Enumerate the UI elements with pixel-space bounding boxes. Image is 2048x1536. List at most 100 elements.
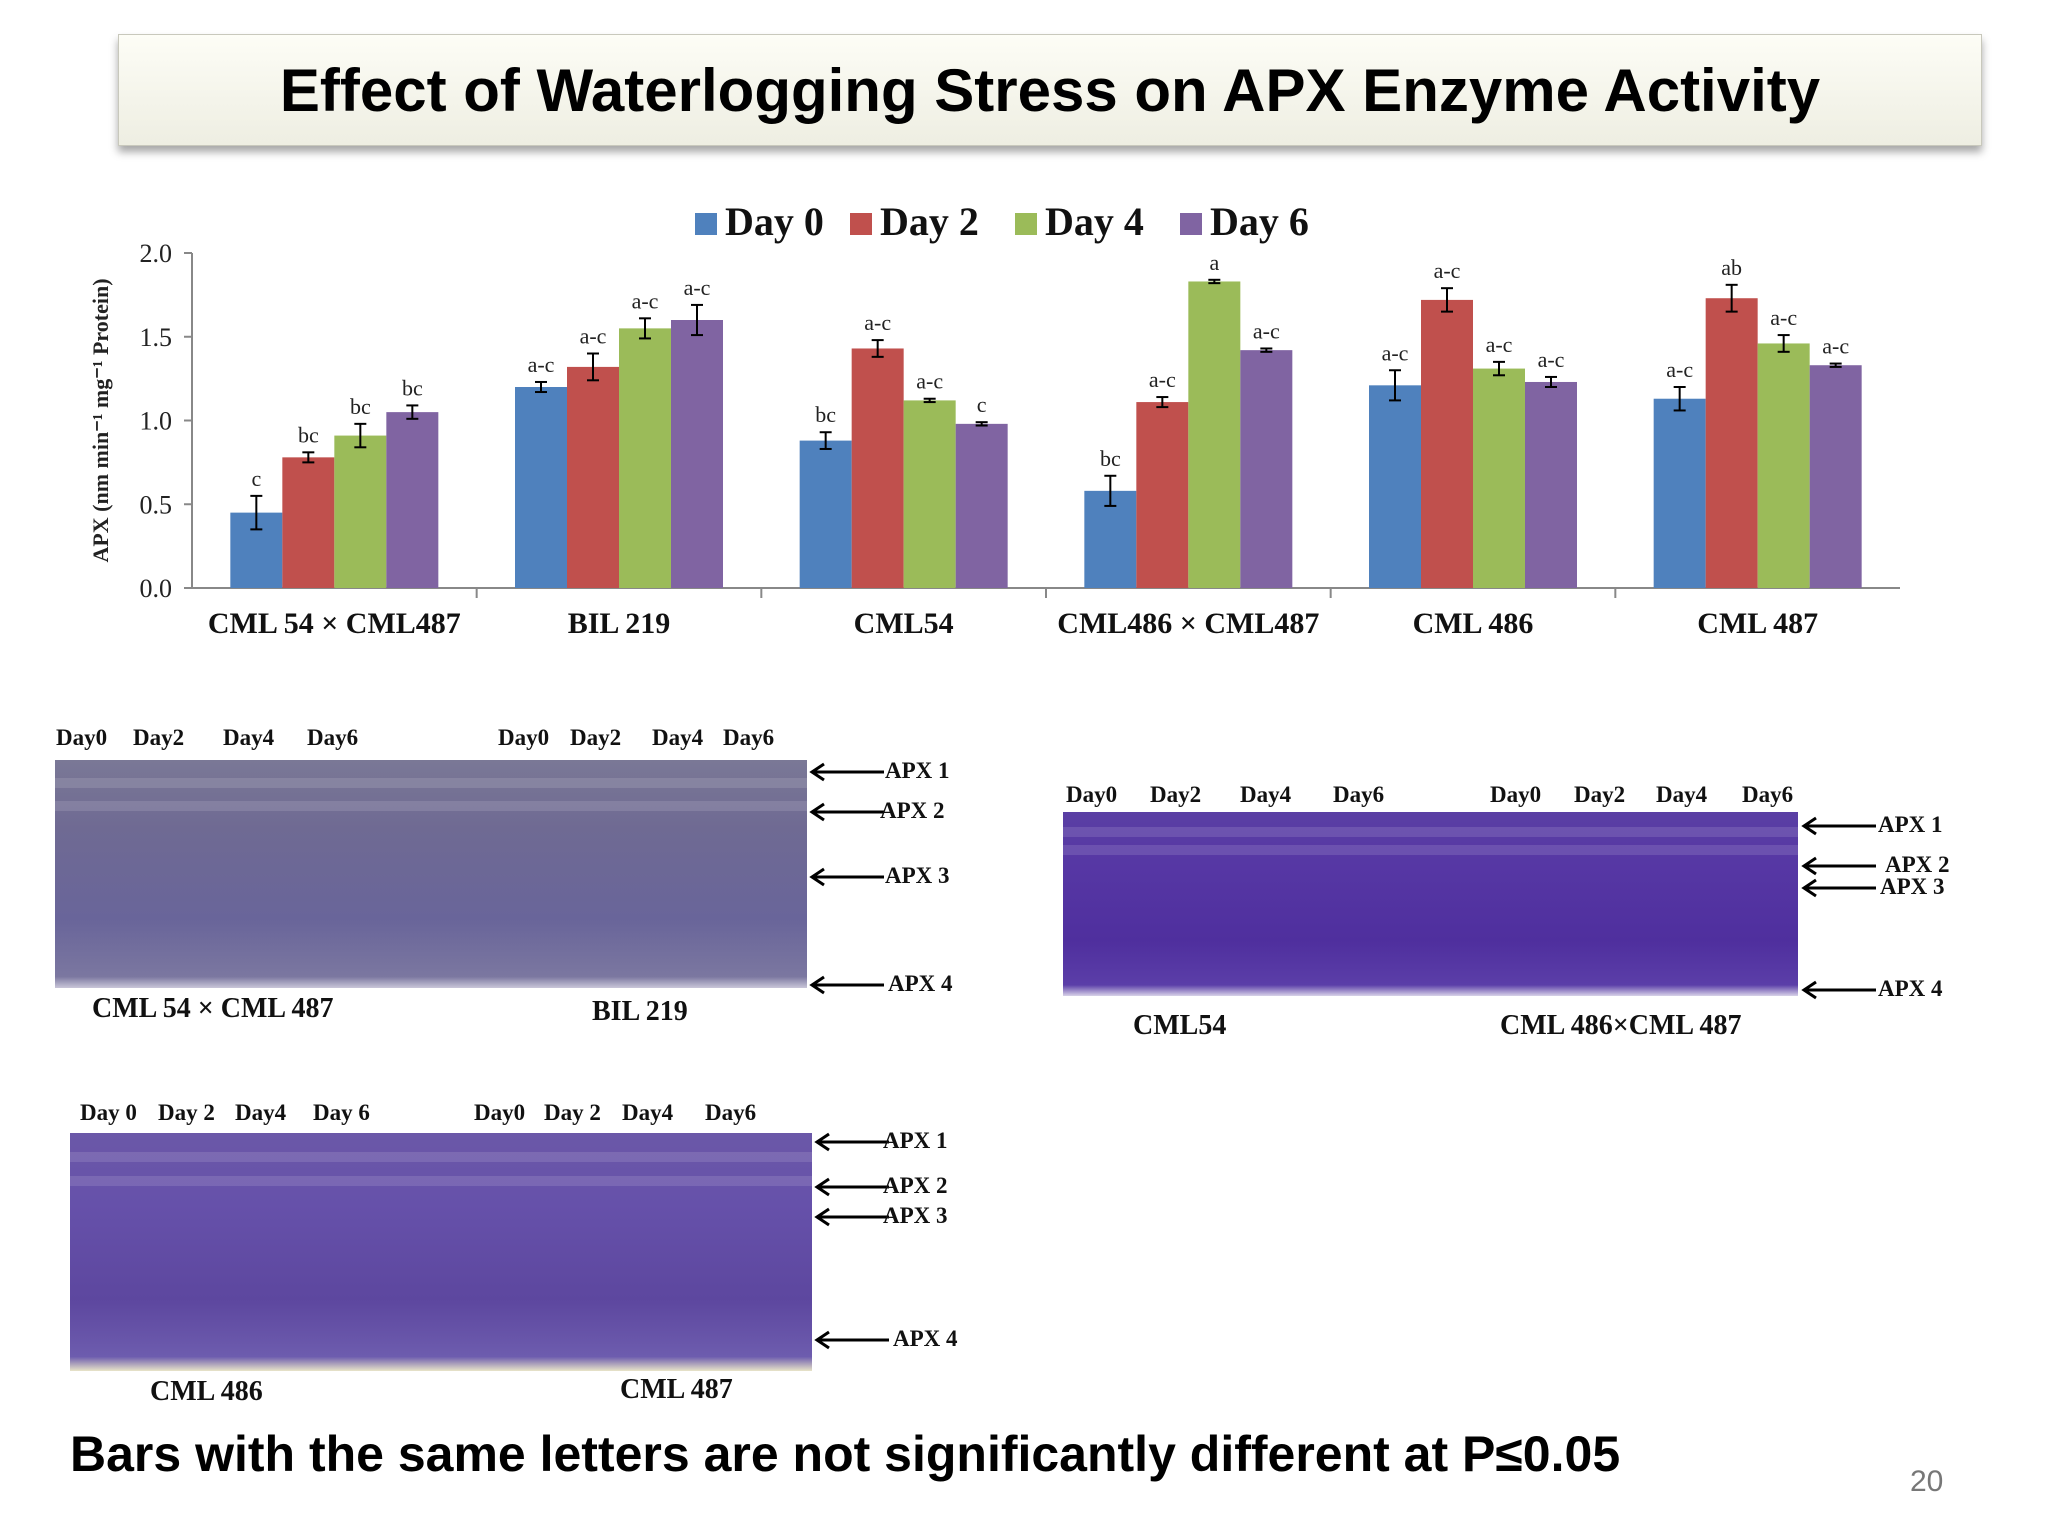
legend-swatch [1180, 213, 1202, 235]
significance-letter: a [1209, 250, 1219, 275]
gel-band [70, 1175, 812, 1186]
band-arrow-icon [1801, 816, 1876, 836]
significance-letter: ab [1721, 255, 1742, 280]
gel-band [70, 1152, 812, 1163]
gel-band [1063, 826, 1798, 837]
legend-swatch [695, 213, 717, 235]
gel-caption: CML54 [1133, 1010, 1227, 1041]
gel-band [55, 801, 807, 812]
band-label: APX 2 [880, 798, 945, 823]
lane-label: Day2 [1574, 782, 1626, 807]
gel-caption: CML 54 × CML 487 [92, 993, 334, 1024]
bar [1473, 368, 1525, 588]
band-label: APX 4 [893, 1326, 958, 1351]
gel-band [55, 778, 807, 789]
significance-letter: a-c [1666, 357, 1693, 382]
x-category-label: CML 54 × CML487 [208, 607, 461, 640]
bar [671, 320, 723, 588]
y-tick-label: 0.0 [140, 574, 173, 603]
bar [1369, 385, 1421, 588]
y-axis-label: APX (nm min⁻¹ mg⁻¹ Protein) [88, 278, 113, 562]
significance-letter: bc [815, 402, 836, 427]
band-label: APX 1 [883, 1128, 948, 1153]
significance-letter: a-c [1149, 367, 1176, 392]
x-category-label: CML54 [854, 607, 954, 640]
lane-label: Day6 [723, 725, 775, 750]
band-label: APX 4 [1878, 976, 1943, 1001]
y-tick-label: 1.5 [140, 323, 173, 352]
significance-letter: a-c [684, 275, 711, 300]
significance-letter: a-c [1434, 258, 1461, 283]
gel-band [1063, 845, 1798, 856]
gel-image [1063, 812, 1798, 996]
bar [619, 328, 671, 588]
legend-swatch [1015, 213, 1037, 235]
significance-letter: a-c [1486, 332, 1513, 357]
band-arrow-icon [814, 1132, 889, 1152]
legend-swatch [850, 213, 872, 235]
band-arrow-icon [809, 867, 884, 887]
legend-label: Day 4 [1045, 199, 1144, 244]
significance-letter: bc [350, 394, 371, 419]
significance-letter: a-c [1382, 340, 1409, 365]
significance-letter: a-c [1822, 334, 1849, 359]
page-number: 20 [1910, 1465, 1944, 1498]
significance-letter: c [251, 466, 261, 491]
significance-letter: a-c [1538, 347, 1565, 372]
significance-letter: a-c [916, 369, 943, 394]
significance-letter: a-c [1770, 305, 1797, 330]
significance-letter: bc [402, 375, 423, 400]
significance-letter: a-c [864, 310, 891, 335]
lane-label: Day 6 [313, 1100, 370, 1125]
lane-label: Day4 [652, 725, 704, 750]
band-arrow-icon [814, 1330, 889, 1350]
lane-label: Day0 [1066, 782, 1118, 807]
title-banner: Effect of Waterlogging Stress on APX Enz… [118, 34, 1982, 146]
bar [903, 400, 956, 588]
lane-label: Day4 [235, 1100, 287, 1125]
lane-label: Day 2 [544, 1100, 601, 1125]
lane-label: Day6 [307, 725, 359, 750]
lane-label: Day4 [622, 1100, 674, 1125]
gel-caption: CML 487 [620, 1374, 733, 1405]
apx-bar-chart: 0.0 0.5 1.0 1.5 2.0 APX (nm min⁻¹ mg⁻¹ Protei… [88, 199, 1900, 640]
bar [282, 457, 335, 588]
significance-letter: bc [1100, 446, 1121, 471]
bar [1240, 350, 1293, 588]
band-arrow-icon [809, 802, 884, 822]
bar [1705, 298, 1758, 588]
band-label: APX 2 [883, 1173, 948, 1198]
bar [851, 348, 904, 588]
legend-label: Day 2 [880, 199, 979, 244]
lane-label: Day0 [498, 725, 550, 750]
lane-label: Day4 [223, 725, 275, 750]
lane-label: Day 0 [80, 1100, 137, 1125]
x-category-label: BIL 219 [568, 607, 671, 640]
lane-label: Day4 [1240, 782, 1292, 807]
gel-image [55, 760, 807, 988]
bar [386, 412, 439, 588]
x-category-label: CML 486 [1413, 607, 1534, 640]
gel-caption: CML 486×CML 487 [1500, 1010, 1742, 1041]
legend-label: Day 6 [1210, 199, 1309, 244]
y-tick-label: 2.0 [140, 239, 173, 268]
lane-label: Day0 [474, 1100, 526, 1125]
y-tick-label: 1.0 [140, 407, 173, 436]
bar [799, 440, 852, 588]
band-arrow-icon [1801, 856, 1876, 876]
band-arrow-icon [809, 975, 884, 995]
bar [1757, 343, 1810, 588]
lane-label: Day6 [1742, 782, 1794, 807]
bar [1525, 381, 1577, 588]
lane-label: Day2 [570, 725, 622, 750]
bar [1136, 402, 1189, 588]
significance-letter: a-c [1253, 318, 1280, 343]
band-arrow-icon [814, 1207, 889, 1227]
significance-letter: bc [298, 422, 319, 447]
band-arrow-icon [1801, 878, 1876, 898]
bar [1421, 299, 1473, 588]
bar [1188, 281, 1241, 588]
band-arrow-icon [814, 1177, 889, 1197]
x-category-label: CML486 × CML487 [1057, 607, 1319, 640]
lane-label: Day6 [705, 1100, 757, 1125]
